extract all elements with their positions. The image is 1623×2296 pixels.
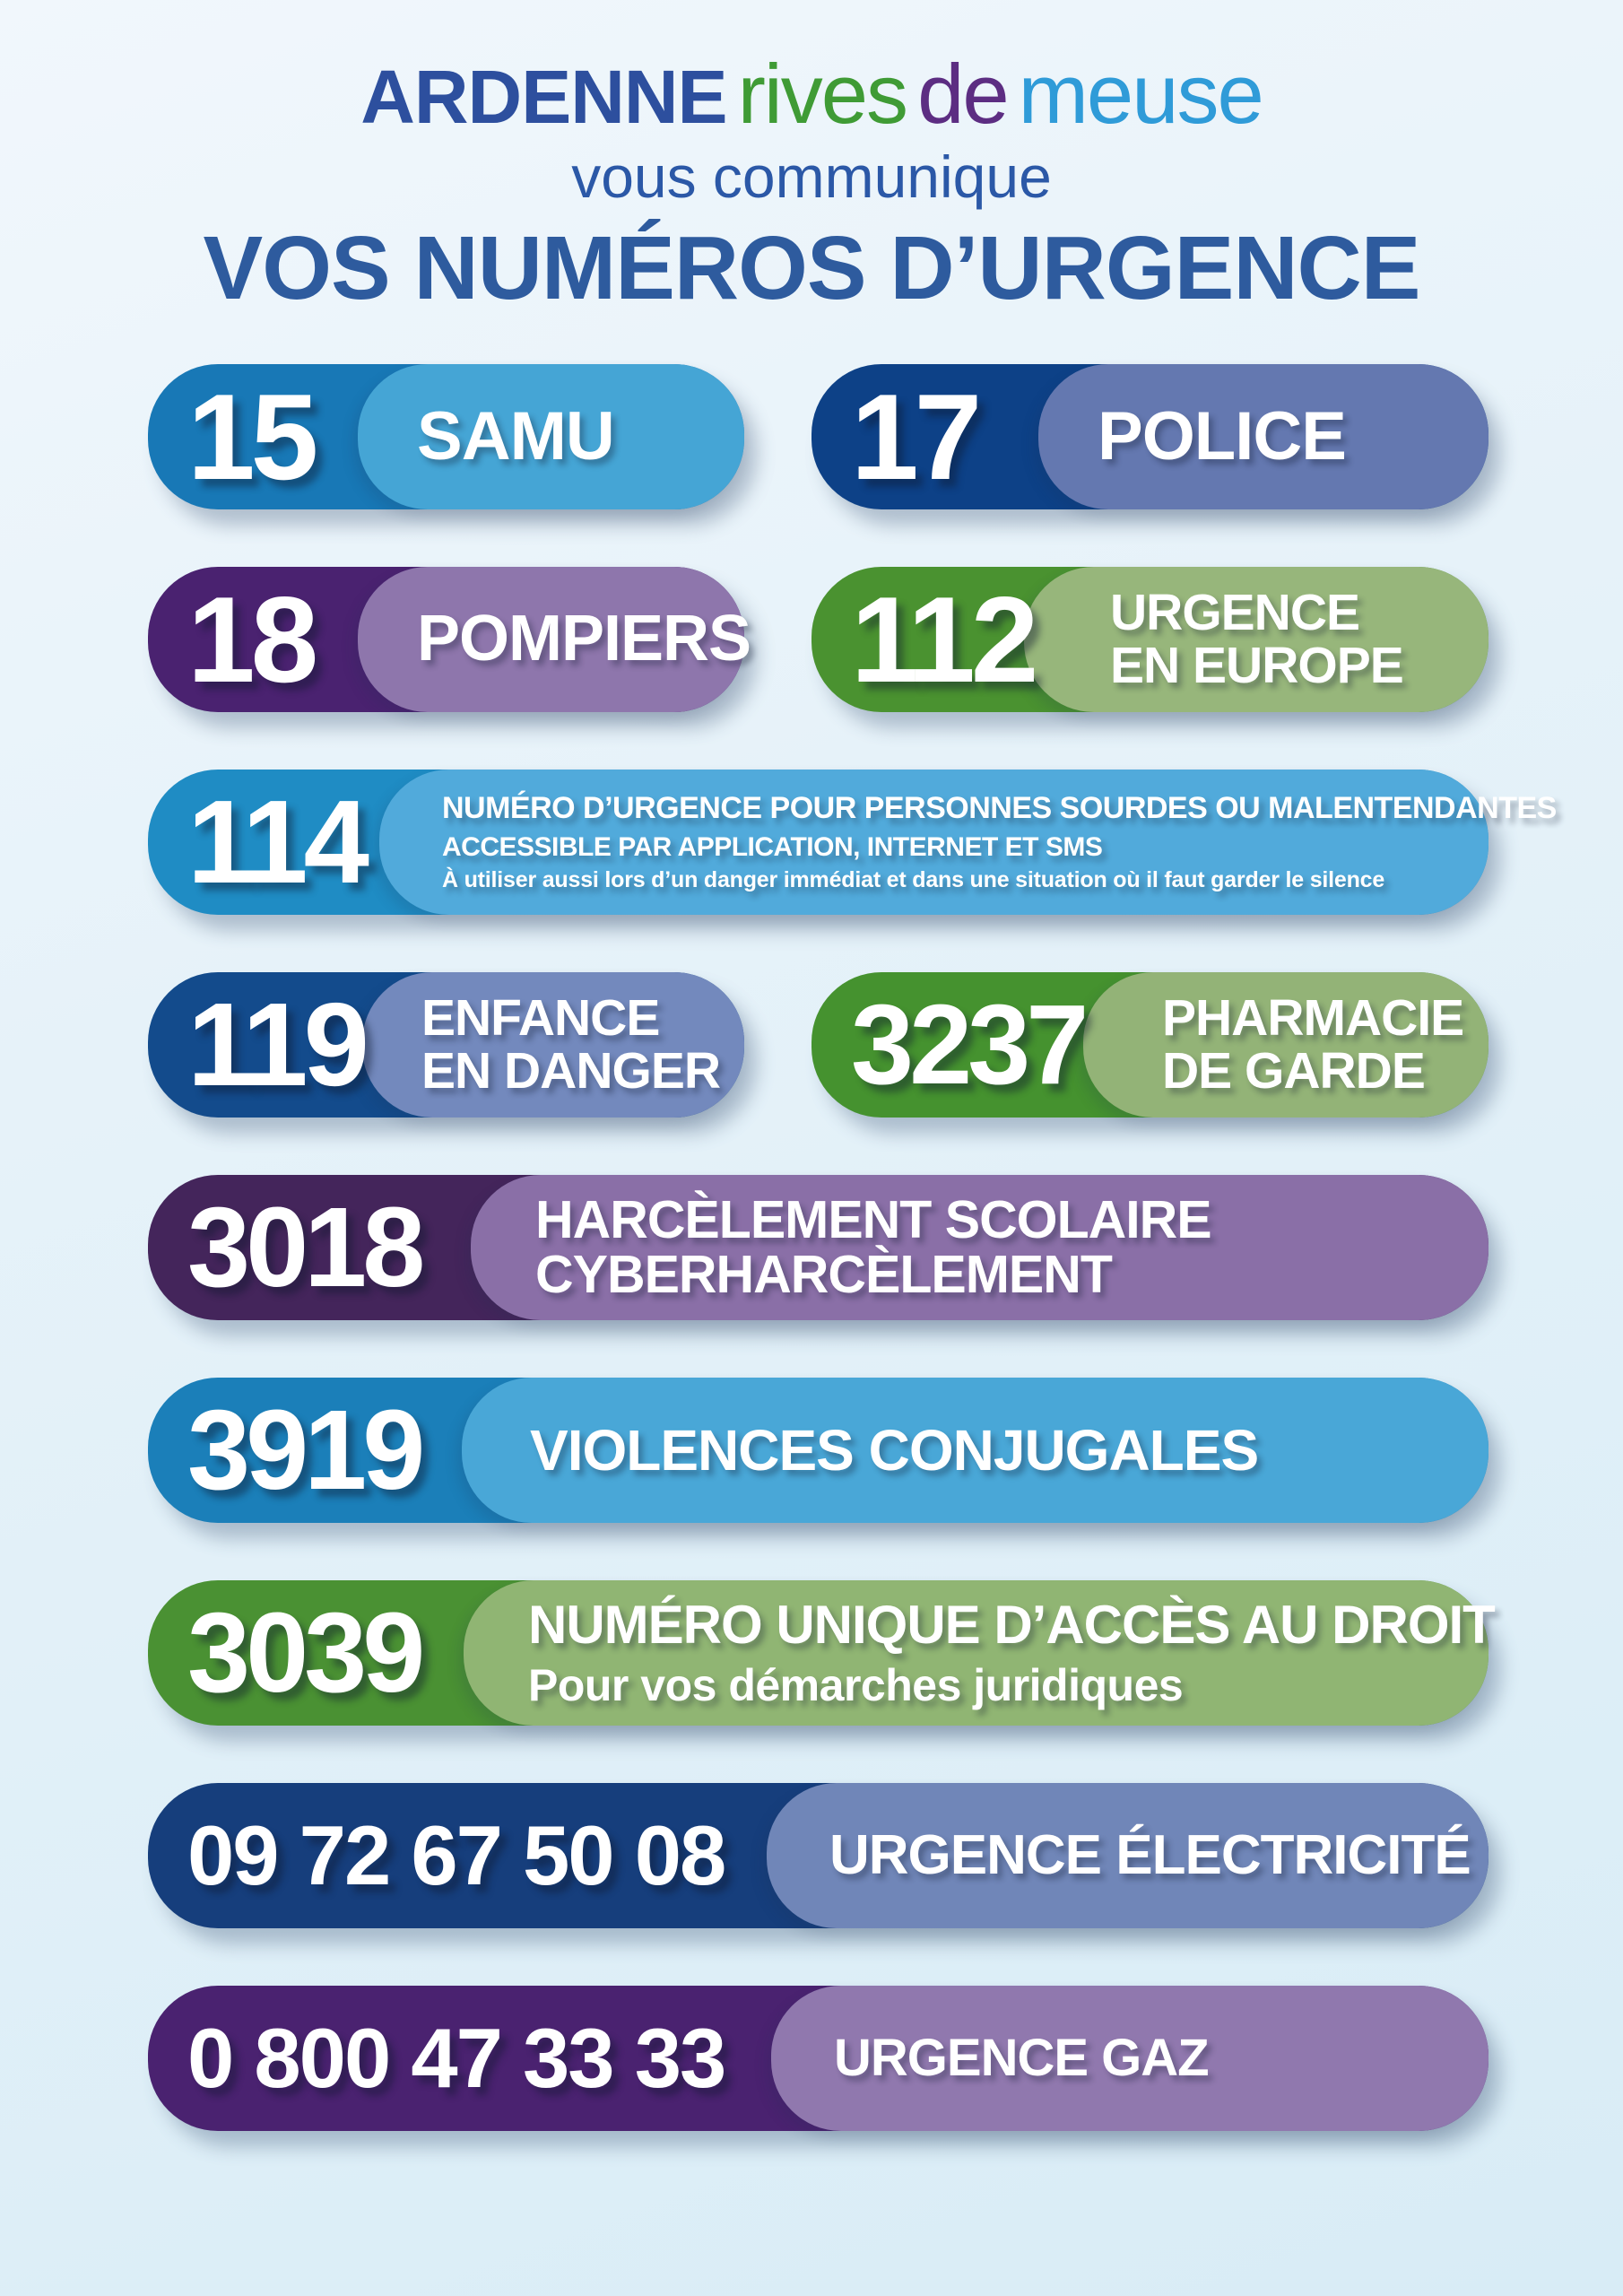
label-badge-enfance: ENFANCE EN DANGER (362, 971, 744, 1118)
logo: ARDENNE rives de meuse (0, 52, 1623, 136)
label-badge-harcelement: HARCÈLEMENT SCOLAIRE CYBERHARCÈLEMENT (471, 1174, 1488, 1320)
badge-number: 15 (187, 368, 318, 505)
emergency-badge-3919-violences: VIOLENCES CONJUGALES 3919 (148, 1377, 1488, 1523)
emergency-rows: SAMU 15 POLICE 17 POMPIERS 18 URGENCE EN… (148, 363, 1557, 2131)
badge-number: 0 800 47 33 33 (187, 2010, 726, 2105)
label-badge-pompiers: POMPIERS (358, 566, 751, 712)
emergency-row: NUMÉRO UNIQUE D’ACCÈS AU DROIT Pour vos … (148, 1579, 1496, 1726)
badge-number: 09 72 67 50 08 (187, 1807, 726, 1902)
emergency-badge-114-sourds: NUMÉRO D’URGENCE POUR PERSONNES SOURDES … (148, 769, 1557, 915)
badge-number: 119 (187, 978, 369, 1110)
badge-label: DE GARDE (1162, 1041, 1426, 1100)
label-badge-samu: SAMU (358, 363, 744, 509)
page-title: VOS NUMÉROS D’URGENCE (203, 217, 1421, 318)
emergency-row: HARCÈLEMENT SCOLAIRE CYBERHARCÈLEMENT 30… (148, 1174, 1488, 1320)
badge-label: ENFANCE (421, 988, 660, 1047)
emergency-row: NUMÉRO D’URGENCE POUR PERSONNES SOURDES … (148, 769, 1557, 915)
emergency-row: URGENCE GAZ 0 800 47 33 33 (148, 1985, 1488, 2131)
emergency-badge-112-europe: URGENCE EN EUROPE 112 (812, 566, 1488, 712)
badge-number: 18 (187, 570, 318, 708)
label-badge-gaz: URGENCE GAZ (771, 1985, 1488, 2131)
emergency-badge-3018-harcelement: HARCÈLEMENT SCOLAIRE CYBERHARCÈLEMENT 30… (148, 1174, 1488, 1320)
badge-number: 114 (187, 775, 369, 908)
badge-label: EN DANGER (421, 1041, 721, 1100)
badge-number: 3018 (187, 1183, 425, 1310)
emergency-row: SAMU 15 POLICE 17 (148, 363, 1488, 509)
poster-header: ARDENNE rives de meuse vous communique VOS … (0, 0, 1623, 317)
label-badge-droit: NUMÉRO UNIQUE D’ACCÈS AU DROIT Pour vos … (464, 1579, 1496, 1726)
emergency-badge-17-police: POLICE 17 (812, 363, 1488, 509)
subtitle: vous communique (571, 144, 1052, 210)
emergency-badge-urgence-electricite: URGENCE ÉLECTRICITÉ 09 72 67 50 08 (148, 1782, 1488, 1928)
emergency-badge-urgence-gaz: URGENCE GAZ 0 800 47 33 33 (148, 1985, 1488, 2131)
logo-ardenne: ARDENNE (360, 55, 727, 139)
badge-label: À utiliser aussi lors d’un danger immédi… (442, 866, 1385, 892)
badge-number: 17 (851, 368, 982, 505)
badge-number: 112 (851, 570, 1038, 708)
emergency-row: POMPIERS 18 URGENCE EN EUROPE 112 (148, 566, 1488, 712)
badge-label: PHARMACIE (1162, 988, 1464, 1047)
badge-label: HARCÈLEMENT SCOLAIRE (535, 1189, 1212, 1249)
badge-label: URGENCE GAZ (834, 2028, 1210, 2087)
emergency-badge-3039-droit: NUMÉRO UNIQUE D’ACCÈS AU DROIT Pour vos … (148, 1579, 1496, 1726)
logo-meuse: meuse (1018, 47, 1264, 141)
label-badge-electricite: URGENCE ÉLECTRICITÉ (767, 1782, 1488, 1928)
badge-label: VIOLENCES CONJUGALES (530, 1417, 1259, 1483)
emergency-badge-15-samu: SAMU 15 (148, 363, 744, 509)
emergency-row: VIOLENCES CONJUGALES 3919 (148, 1377, 1488, 1523)
badge-label: SAMU (417, 398, 615, 475)
badge-label: URGENCE (1110, 583, 1360, 641)
badge-label: POMPIERS (417, 603, 751, 675)
emergency-badge-119-enfance: ENFANCE EN DANGER 119 (148, 971, 744, 1118)
label-badge-pharmacie: PHARMACIE DE GARDE (1083, 971, 1488, 1118)
badge-number: 3919 (187, 1386, 425, 1513)
label-badge-violences: VIOLENCES CONJUGALES (462, 1377, 1488, 1523)
logo-rives: rives (737, 47, 908, 141)
badge-label: Pour vos démarches juridiques (528, 1660, 1184, 1711)
emergency-badge-18-pompiers: POMPIERS 18 (148, 566, 751, 712)
badge-label: EN EUROPE (1110, 636, 1404, 694)
label-badge-police: POLICE (1038, 363, 1488, 509)
badge-number: 3039 (187, 1588, 425, 1716)
badge-label: ACCESSIBLE PAR APPLICATION, INTERNET ET … (442, 832, 1103, 863)
label-badge-114: NUMÉRO D’URGENCE POUR PERSONNES SOURDES … (379, 769, 1557, 915)
emergency-badge-3237-pharmacie: PHARMACIE DE GARDE 3237 (812, 971, 1488, 1118)
badge-label: NUMÉRO UNIQUE D’ACCÈS AU DROIT (528, 1594, 1496, 1655)
emergency-row: ENFANCE EN DANGER 119 PHARMACIE DE GARDE… (148, 971, 1488, 1118)
label-badge-urgence-europe: URGENCE EN EUROPE (1024, 566, 1488, 712)
badge-label: URGENCE ÉLECTRICITÉ (829, 1823, 1471, 1886)
badge-number: 3237 (851, 980, 1089, 1108)
logo-de: de (917, 47, 1010, 141)
badge-label: NUMÉRO D’URGENCE POUR PERSONNES SOURDES … (442, 791, 1557, 826)
emergency-row: URGENCE ÉLECTRICITÉ 09 72 67 50 08 (148, 1782, 1488, 1928)
badge-label: CYBERHARCÈLEMENT (535, 1244, 1113, 1304)
badge-label: POLICE (1098, 398, 1347, 475)
